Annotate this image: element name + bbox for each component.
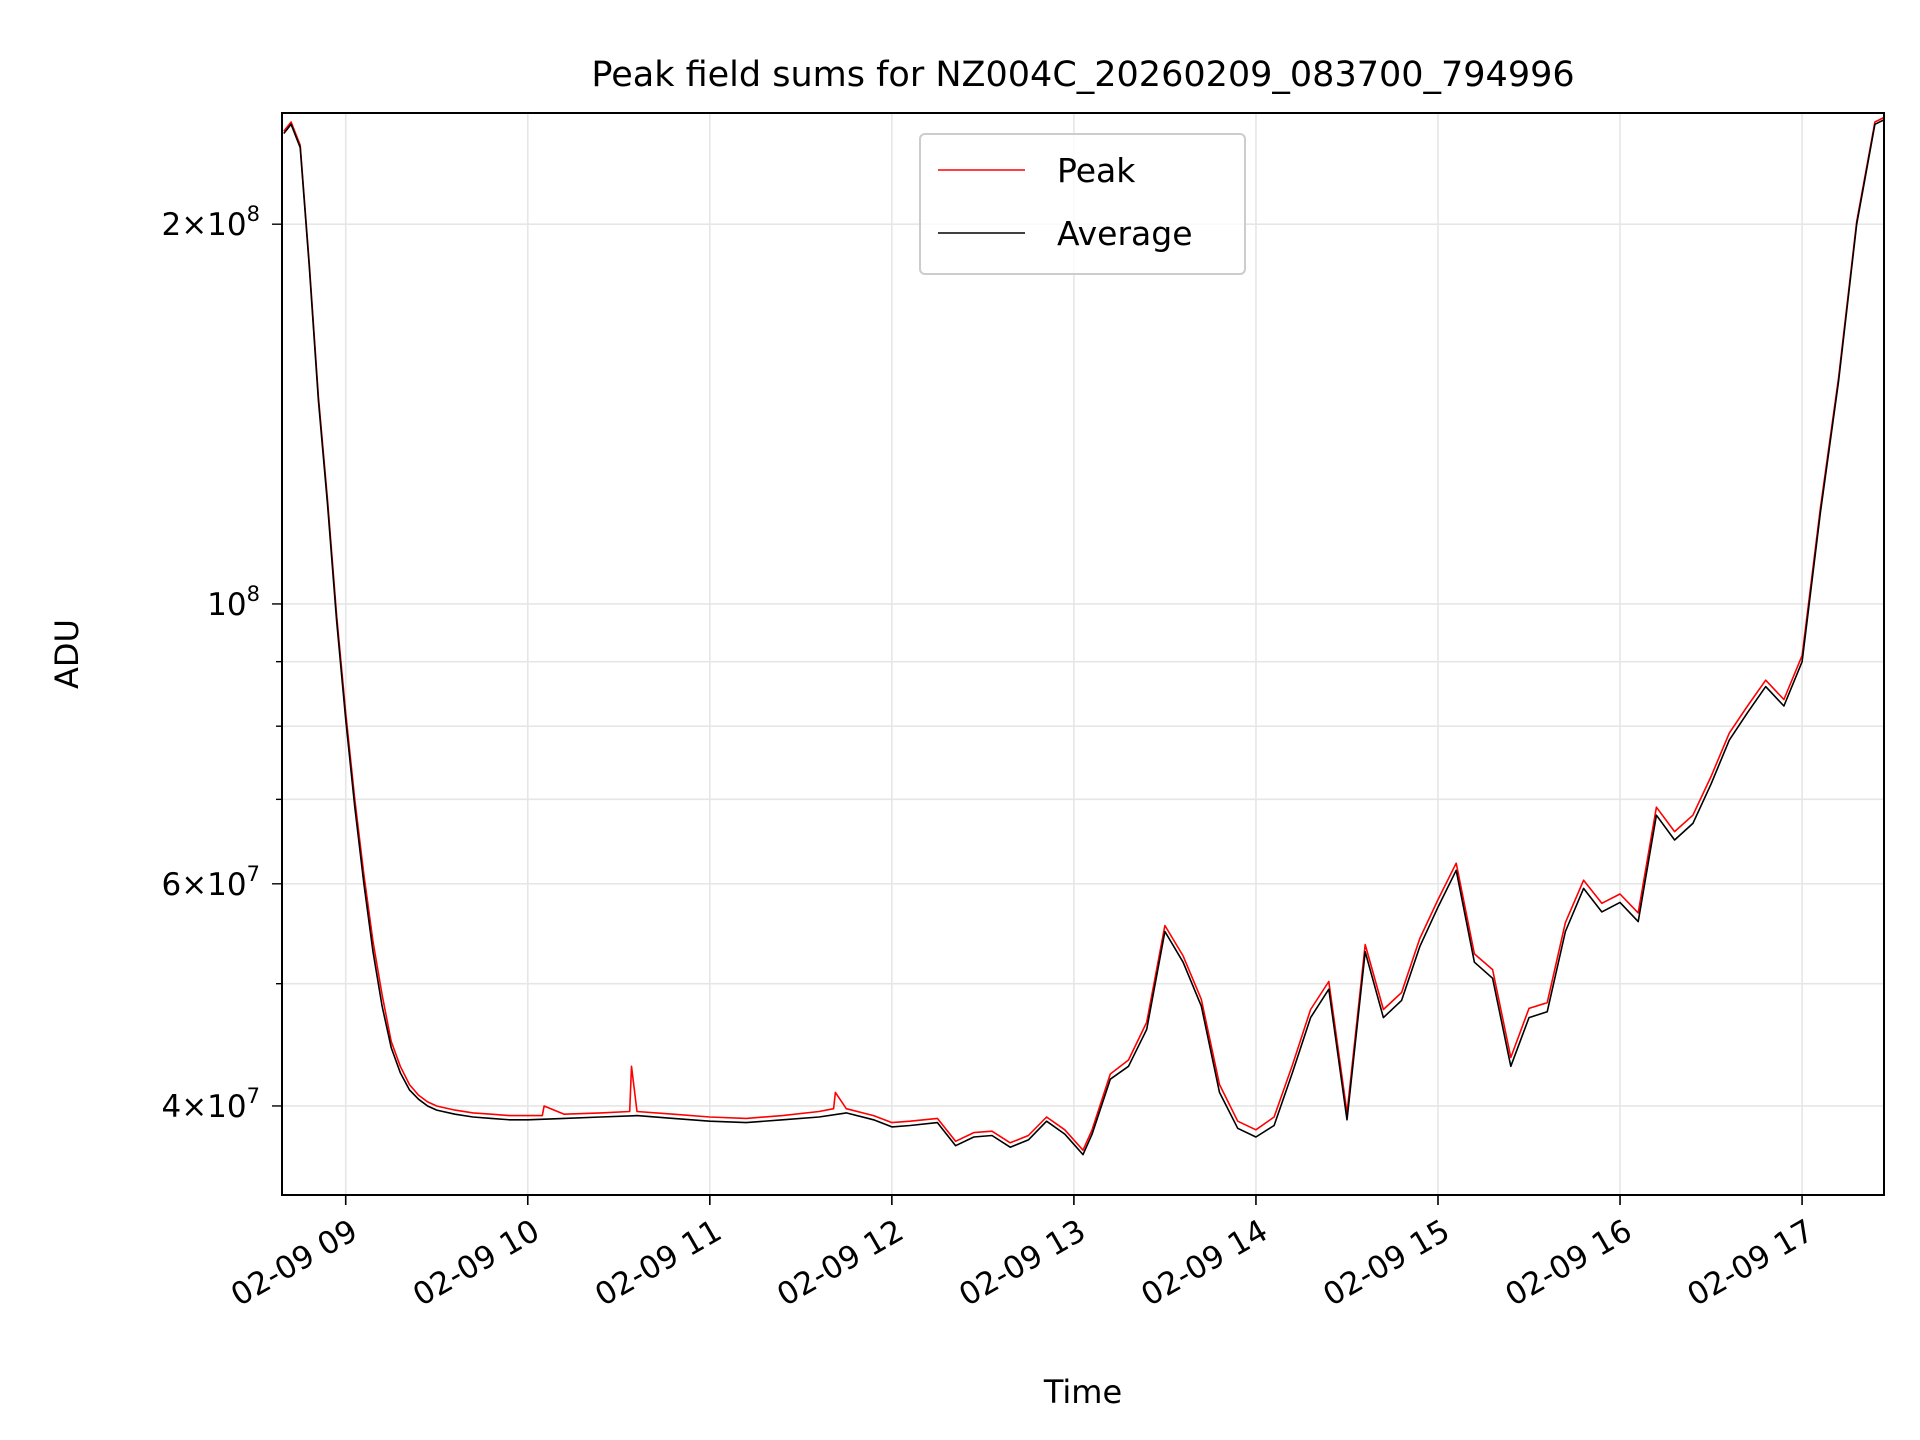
series-line-peak [283, 116, 1884, 1151]
y-tick-mantissa: 4 [161, 1089, 181, 1125]
plot-frame [281, 112, 1885, 1196]
y-tick-exponent: 8 [247, 582, 260, 606]
y-tick-mantissa: 2 [161, 207, 181, 243]
y-tick-exponent: 7 [247, 862, 260, 886]
y-tick-label: 2×108 [161, 202, 260, 243]
legend: Peak Average [919, 133, 1246, 275]
y-tick-times: ×10 [181, 867, 246, 903]
legend-label-peak: Peak [1057, 151, 1136, 190]
y-tick-exponent: 8 [247, 202, 260, 226]
y-tick-times: ×10 [181, 207, 246, 243]
x-axis-label: Time [1043, 1373, 1122, 1411]
y-axis-label: ADU [48, 619, 86, 689]
y-tick-times: ×10 [181, 1089, 246, 1125]
legend-label-average: Average [1057, 214, 1193, 253]
grid [282, 113, 1884, 1195]
chart-title: Peak field sums for NZ004C_20260209_0837… [591, 55, 1574, 95]
y-tick-label: 4×107 [161, 1084, 260, 1125]
series-layer [283, 116, 1884, 1156]
series-line-average [283, 119, 1884, 1156]
y-tick-base: 10 [207, 587, 246, 623]
legend-box [919, 133, 1246, 275]
y-tick-mantissa: 6 [161, 867, 181, 903]
y-tick-label: 108 [207, 582, 260, 623]
y-tick-exponent: 7 [247, 1084, 260, 1108]
y-tick-label: 6×107 [161, 862, 260, 903]
